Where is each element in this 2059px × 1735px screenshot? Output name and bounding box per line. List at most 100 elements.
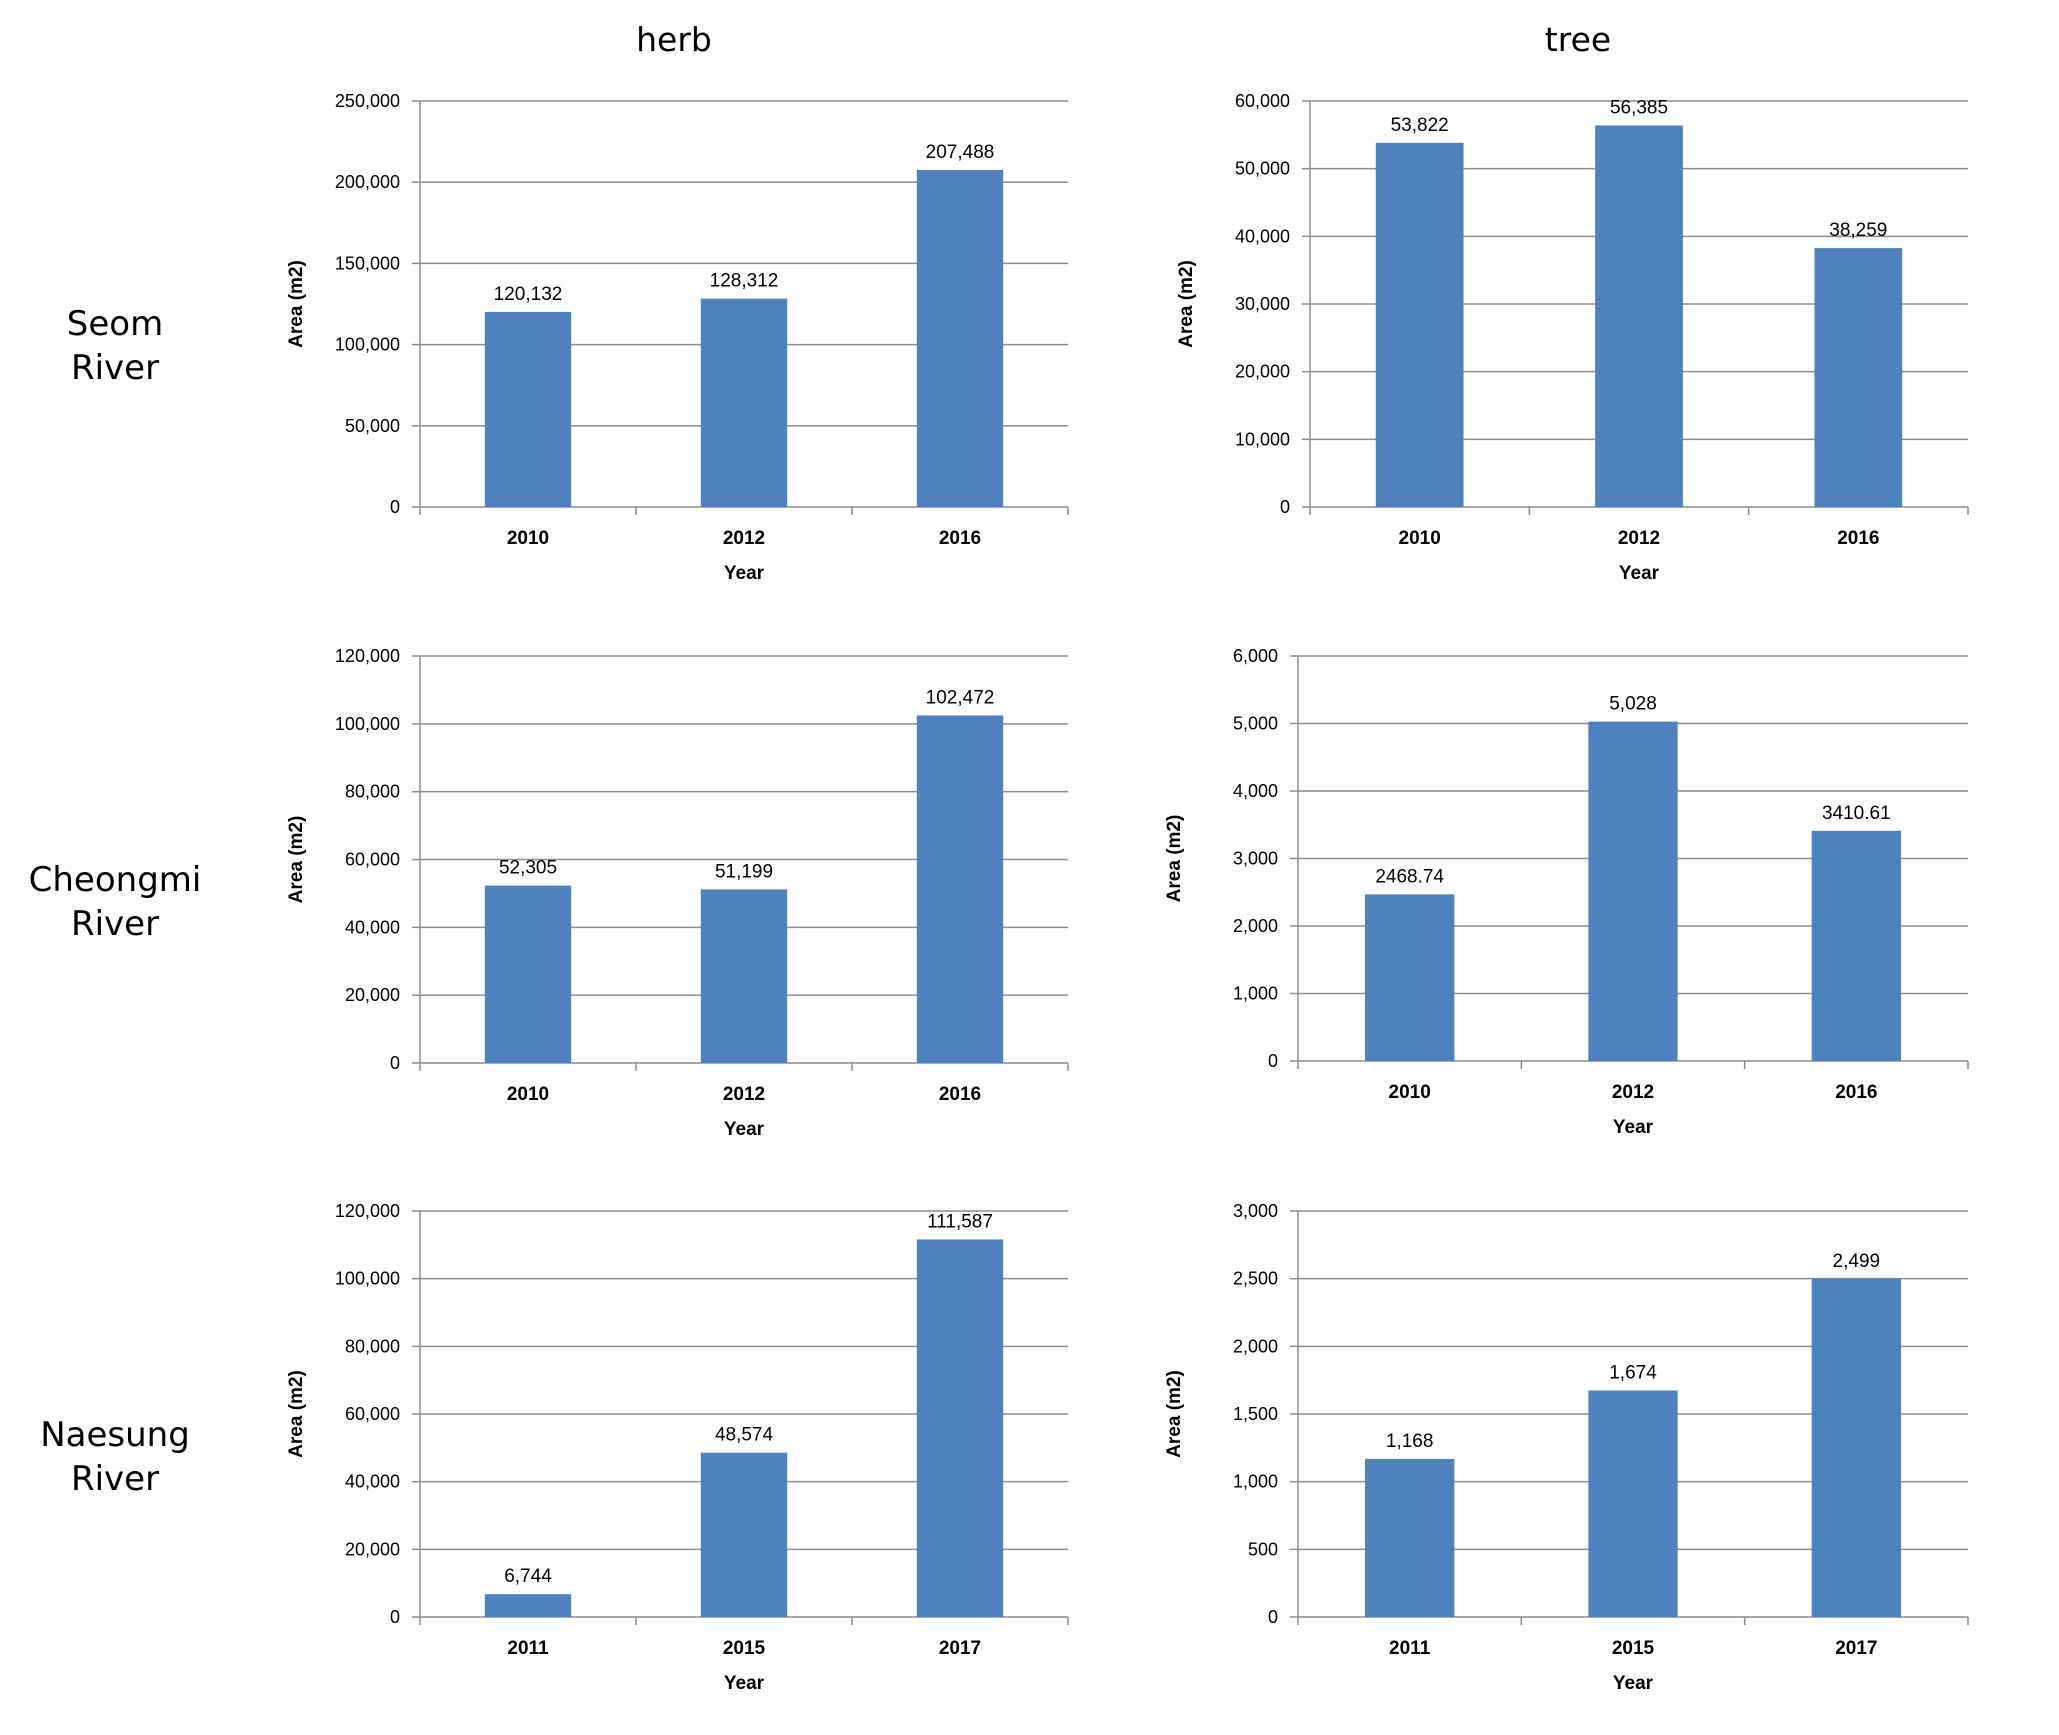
- bar: [1588, 1390, 1678, 1617]
- y-tick-label: 50,000: [345, 416, 400, 436]
- x-tick-label: 2010: [1399, 528, 1441, 549]
- x-tick-label: 2016: [939, 528, 981, 549]
- row-label-line2: River: [70, 1459, 160, 1499]
- x-axis-title: Year: [1613, 1673, 1654, 1694]
- y-tick-label: 3,000: [1233, 1201, 1278, 1221]
- data-label: 2,499: [1833, 1251, 1881, 1272]
- y-tick-label: 20,000: [345, 985, 400, 1005]
- data-label: 1,168: [1386, 1431, 1434, 1452]
- bar: [484, 1594, 572, 1617]
- data-label: 56,385: [1610, 97, 1668, 118]
- y-tick-label: 100,000: [335, 714, 400, 734]
- y-axis-title: Area (m2): [286, 816, 307, 904]
- data-label: 1,674: [1609, 1362, 1657, 1383]
- row-label-line1: Seom: [66, 304, 164, 344]
- y-tick-label: 2,500: [1233, 1269, 1278, 1289]
- x-axis-title: Year: [1619, 563, 1660, 584]
- bar: [700, 889, 788, 1063]
- row-label-line2: River: [70, 348, 160, 388]
- y-tick-label: 40,000: [345, 917, 400, 937]
- data-label: 120,132: [494, 284, 563, 305]
- x-tick-label: 2016: [1837, 528, 1879, 549]
- y-axis-title: Area (m2): [286, 1370, 307, 1458]
- bar: [1375, 142, 1464, 507]
- x-tick-label: 2011: [1389, 1638, 1431, 1659]
- bar: [1811, 830, 1901, 1061]
- y-tick-label: 80,000: [345, 1336, 400, 1356]
- y-tick-label: 120,000: [335, 1201, 400, 1221]
- y-tick-label: 4,000: [1233, 781, 1278, 801]
- y-tick-label: 100,000: [335, 1269, 400, 1289]
- y-axis-title: Area (m2): [286, 260, 307, 348]
- x-axis-title: Year: [1613, 1117, 1654, 1138]
- column-header-herb: herb: [636, 20, 712, 59]
- column-header-tree: tree: [1544, 20, 1612, 59]
- y-tick-label: 20,000: [345, 1539, 400, 1559]
- bar: [1814, 248, 1903, 507]
- y-tick-label: 20,000: [1235, 362, 1290, 382]
- y-tick-label: 0: [390, 1053, 400, 1073]
- y-tick-label: 0: [390, 497, 400, 517]
- data-label: 207,488: [926, 142, 995, 163]
- y-tick-label: 2,000: [1233, 916, 1278, 936]
- y-tick-label: 5,000: [1233, 714, 1278, 734]
- x-tick-label: 2015: [723, 1638, 766, 1659]
- x-tick-label: 2012: [1618, 528, 1660, 549]
- data-label: 6,744: [504, 1566, 552, 1587]
- data-label: 111,587: [927, 1211, 993, 1232]
- row-label-cheongmi: Cheongmi River: [0, 858, 230, 946]
- x-tick-label: 2011: [507, 1638, 549, 1659]
- y-tick-label: 1,000: [1233, 984, 1278, 1004]
- x-axis-title: Year: [724, 1119, 765, 1140]
- data-label: 38,259: [1829, 220, 1887, 241]
- row-label-line1: Naesung: [40, 1415, 190, 1455]
- y-tick-label: 40,000: [345, 1472, 400, 1492]
- bar: [1365, 894, 1455, 1061]
- y-axis-title: Area (m2): [1164, 815, 1185, 903]
- y-tick-label: 100,000: [335, 335, 400, 355]
- data-label: 5,028: [1609, 694, 1657, 715]
- y-tick-label: 150,000: [335, 253, 400, 273]
- x-tick-label: 2017: [939, 1638, 981, 1659]
- x-tick-label: 2017: [1835, 1638, 1877, 1659]
- y-tick-label: 1,500: [1233, 1404, 1278, 1424]
- y-tick-label: 0: [1268, 1051, 1278, 1071]
- y-tick-label: 40,000: [1235, 226, 1290, 246]
- data-label: 52,305: [499, 858, 557, 879]
- y-tick-label: 1,000: [1233, 1472, 1278, 1492]
- y-tick-label: 6,000: [1233, 646, 1278, 666]
- bar: [700, 298, 788, 507]
- x-tick-label: 2010: [1389, 1082, 1431, 1103]
- bar: [916, 1239, 1004, 1617]
- data-label: 128,312: [710, 271, 779, 292]
- bar: [1588, 721, 1678, 1061]
- data-label: 51,199: [715, 861, 773, 882]
- y-axis-title: Area (m2): [1164, 1370, 1185, 1458]
- y-tick-label: 60,000: [345, 1404, 400, 1424]
- bar: [916, 170, 1004, 507]
- y-tick-label: 0: [390, 1607, 400, 1627]
- y-tick-label: 80,000: [345, 782, 400, 802]
- x-tick-label: 2012: [1612, 1082, 1654, 1103]
- y-axis-title: Area (m2): [1176, 260, 1197, 348]
- y-tick-label: 3,000: [1233, 849, 1278, 869]
- y-tick-label: 500: [1248, 1539, 1278, 1559]
- x-tick-label: 2012: [723, 528, 765, 549]
- row-label-line2: River: [70, 904, 160, 944]
- data-label: 3410.61: [1822, 803, 1891, 824]
- x-axis-title: Year: [724, 1673, 765, 1694]
- x-tick-label: 2016: [1835, 1082, 1877, 1103]
- y-tick-label: 10,000: [1235, 429, 1290, 449]
- bar: [916, 715, 1004, 1063]
- y-tick-label: 0: [1268, 1607, 1278, 1627]
- y-tick-label: 200,000: [335, 172, 400, 192]
- x-axis-title: Year: [724, 563, 765, 584]
- x-tick-label: 2010: [507, 1084, 549, 1105]
- y-tick-label: 0: [1280, 497, 1290, 517]
- x-tick-label: 2012: [723, 1084, 765, 1105]
- bar: [700, 1452, 788, 1617]
- row-label-seom: Seom River: [0, 302, 230, 390]
- x-tick-label: 2016: [939, 1084, 981, 1105]
- y-tick-label: 120,000: [335, 646, 400, 666]
